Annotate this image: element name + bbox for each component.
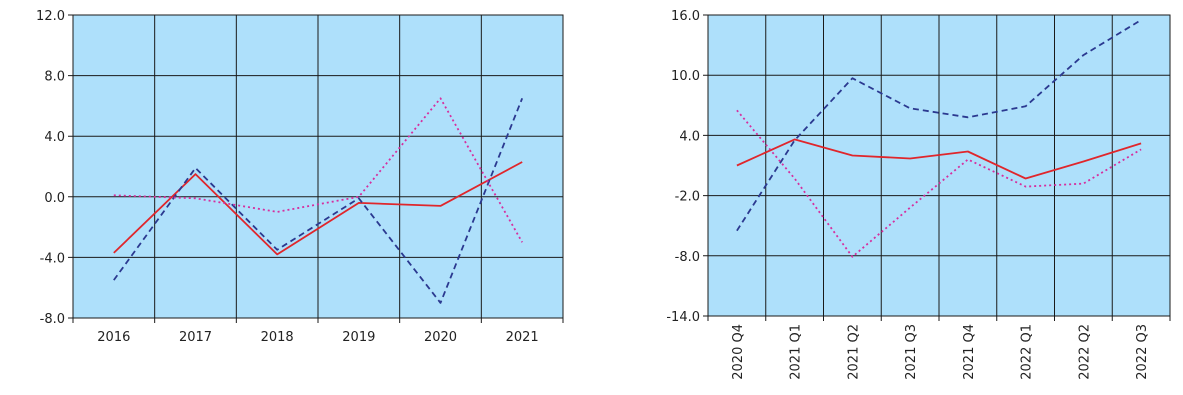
- y-tick-label: 12.0: [36, 9, 65, 24]
- y-tick-label: 10.0: [671, 69, 700, 84]
- series-line-dashed: [736, 19, 1142, 232]
- y-tick-label: 8.0: [44, 70, 65, 85]
- y-tick-label: -14.0: [666, 310, 700, 325]
- series-line-dashed: [113, 97, 524, 304]
- y-tick-label: 4.0: [44, 130, 65, 145]
- y-tick-label: -8.0: [675, 250, 700, 265]
- y-tick-label: 16.0: [671, 9, 700, 24]
- x-tick-label: 2021 Q3: [904, 324, 919, 380]
- quarterly-line-chart: 16.0 10.0 4.0 -2.0 -8.0 -14.0 2020 Q4 2021 Q1 20…: [666, 9, 1171, 380]
- x-tick-label: 2016: [97, 330, 130, 345]
- x-tick-label: 2021 Q2: [846, 324, 861, 380]
- x-tick-label: 2022 Q2: [1077, 324, 1092, 380]
- series-line-solid: [736, 138, 1142, 180]
- y-tick-label: -2.0: [675, 190, 700, 205]
- x-tick-label: 2018: [261, 330, 294, 345]
- x-tick-label: 2019: [342, 330, 375, 345]
- y-tick-label: -4.0: [40, 251, 65, 266]
- annual-line-chart: 12.0 8.0 4.0 0.0 -4.0 -8.0 2016 2017 2018 2019 202…: [36, 9, 564, 345]
- y-tick-label: -8.0: [40, 312, 65, 327]
- series-line-dotted: [113, 97, 523, 243]
- plot-border: [72, 14, 564, 319]
- x-tick-label: 2022 Q3: [1135, 324, 1150, 380]
- x-tick-label: 2020: [424, 330, 457, 345]
- y-tick-label: 0.0: [44, 191, 65, 206]
- x-tick-label: 2020 Q4: [731, 324, 746, 380]
- x-tick-label: 2021 Q4: [962, 324, 977, 380]
- x-tick-label: 2022 Q1: [1020, 324, 1035, 380]
- x-tick-label: 2021 Q1: [789, 324, 804, 380]
- plot-border: [707, 14, 1171, 317]
- series-line-dotted: [736, 109, 1142, 258]
- x-tick-label: 2017: [179, 330, 212, 345]
- y-tick-label: 4.0: [679, 129, 700, 144]
- x-tick-label: 2021: [506, 330, 539, 345]
